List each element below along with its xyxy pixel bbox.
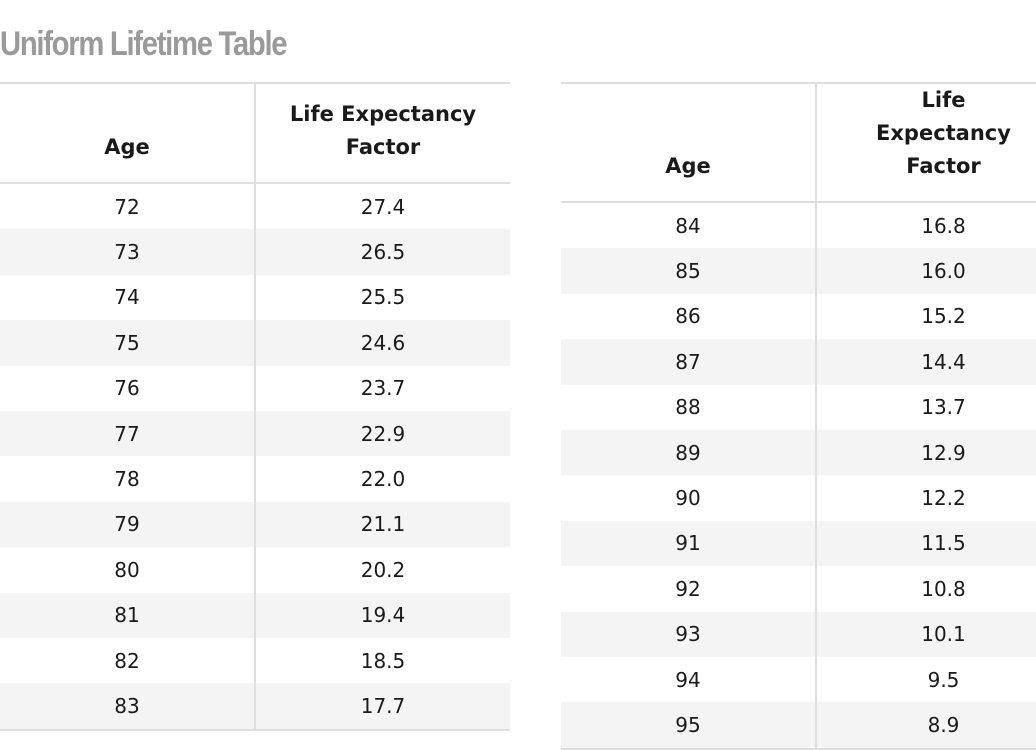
table-header-row: Age Life Expectancy Factor bbox=[561, 83, 1036, 203]
factor-header-line2: Factor bbox=[906, 154, 981, 178]
factor-cell: 10.8 bbox=[921, 576, 966, 601]
factor-column-header: Life Expectancy Factor bbox=[816, 83, 1036, 203]
lifetime-table-right: Age Life Expectancy Factor 84 16.8 85 16.0 86… bbox=[561, 82, 1036, 750]
table-row: 74 25.5 bbox=[0, 274, 510, 321]
age-cell: 86 bbox=[561, 293, 817, 340]
table-row: 75 24.6 bbox=[0, 320, 510, 366]
age-cell: 88 bbox=[561, 384, 817, 430]
age-cell: 89 bbox=[561, 429, 817, 476]
factor-cell: 20.2 bbox=[360, 557, 406, 582]
table-row: 78 22.0 bbox=[0, 456, 510, 502]
factor-cell: 17.7 bbox=[255, 683, 510, 730]
factor-cell: 22.0 bbox=[360, 467, 406, 492]
age-cell: 85 bbox=[561, 248, 817, 294]
age-cell: 82 bbox=[0, 637, 256, 684]
factor-cell: 19.4 bbox=[255, 592, 510, 638]
table-row: 90 12.2 bbox=[561, 475, 1036, 521]
factor-header-line1: Life Expectancy bbox=[876, 88, 1011, 145]
factor-cell: 21.1 bbox=[255, 501, 510, 548]
table-row: 81 19.4 bbox=[0, 592, 510, 638]
table-body-right: 84 16.8 85 16.0 86 15.2 87 14.4 88 13.7 89 12.9 90 12… bbox=[561, 202, 1036, 749]
age-cell: 92 bbox=[561, 566, 817, 612]
factor-cell: 25.5 bbox=[360, 285, 406, 310]
table-row: 94 9.5 bbox=[561, 656, 1036, 703]
page-title: Uniform Lifetime Table bbox=[0, 25, 288, 63]
age-cell: 93 bbox=[561, 611, 817, 657]
factor-cell: 9.5 bbox=[927, 667, 960, 692]
age-cell: 78 bbox=[0, 456, 256, 502]
factor-cell: 16.0 bbox=[816, 248, 1036, 294]
factor-cell: 18.5 bbox=[360, 648, 406, 673]
age-cell: 79 bbox=[0, 501, 256, 548]
table-row: 87 14.4 bbox=[561, 339, 1036, 385]
factor-cell: 8.9 bbox=[816, 702, 1036, 749]
age-cell: 94 bbox=[561, 656, 817, 703]
age-header-label: Age bbox=[665, 154, 711, 178]
age-cell: 91 bbox=[561, 520, 817, 567]
factor-header-line2: Factor bbox=[345, 135, 421, 159]
lifetime-table-left: Age Life Expectancy Factor 72 27.4 73 26.5 74… bbox=[0, 82, 510, 731]
table-row: 93 10.1 bbox=[561, 611, 1036, 657]
factor-cell: 10.1 bbox=[816, 611, 1036, 657]
age-cell: 90 bbox=[561, 475, 817, 521]
factor-cell: 27.4 bbox=[360, 194, 406, 219]
table-row: 80 20.2 bbox=[0, 547, 510, 593]
table-row: 85 16.0 bbox=[561, 248, 1036, 294]
table-row: 73 26.5 bbox=[0, 229, 510, 275]
factor-cell: 12.9 bbox=[816, 429, 1036, 476]
table-row: 72 27.4 bbox=[0, 183, 510, 230]
age-cell: 81 bbox=[0, 592, 256, 638]
table-row: 76 23.7 bbox=[0, 365, 510, 411]
factor-cell: 23.7 bbox=[360, 376, 406, 401]
age-cell: 87 bbox=[561, 339, 817, 385]
factor-cell: 13.7 bbox=[921, 395, 966, 420]
factor-cell: 14.4 bbox=[816, 339, 1036, 385]
age-header-label: Age bbox=[104, 135, 150, 159]
factor-column-header: Life Expectancy Factor bbox=[255, 83, 510, 184]
age-cell: 76 bbox=[0, 365, 256, 411]
age-cell: 83 bbox=[0, 683, 256, 730]
table-row: 83 17.7 bbox=[0, 683, 510, 730]
factor-cell: 11.5 bbox=[816, 520, 1036, 567]
table-row: 92 10.8 bbox=[561, 566, 1036, 612]
factor-header-line1: Life Expectancy bbox=[289, 102, 477, 126]
table-row: 77 22.9 bbox=[0, 410, 510, 457]
age-cell: 77 bbox=[0, 410, 256, 457]
table-row: 86 15.2 bbox=[561, 293, 1036, 340]
age-cell: 84 bbox=[561, 202, 817, 249]
table-row: 84 16.8 bbox=[561, 202, 1036, 249]
age-cell: 80 bbox=[0, 547, 256, 593]
table-row: 82 18.5 bbox=[0, 637, 510, 684]
table-row: 89 12.9 bbox=[561, 429, 1036, 476]
factor-cell: 24.6 bbox=[255, 320, 510, 366]
age-cell: 74 bbox=[0, 274, 256, 321]
factor-cell: 15.2 bbox=[921, 304, 966, 329]
table-header-row: Age Life Expectancy Factor bbox=[0, 83, 510, 184]
factor-cell: 12.2 bbox=[921, 486, 966, 511]
age-column-header: Age bbox=[561, 83, 817, 203]
table-row: 79 21.1 bbox=[0, 501, 510, 548]
age-column-header: Age bbox=[0, 83, 256, 184]
age-cell: 72 bbox=[0, 183, 256, 230]
age-cell: 73 bbox=[0, 229, 256, 275]
factor-cell: 26.5 bbox=[255, 229, 510, 275]
factor-cell: 22.9 bbox=[255, 410, 510, 457]
table-row: 88 13.7 bbox=[561, 384, 1036, 430]
table-row: 95 8.9 bbox=[561, 702, 1036, 749]
factor-cell: 16.8 bbox=[921, 213, 966, 238]
age-cell: 75 bbox=[0, 320, 256, 366]
table-row: 91 11.5 bbox=[561, 520, 1036, 567]
table-body-left: 72 27.4 73 26.5 74 25.5 75 24.6 76 23.7 77 22.9 78 22… bbox=[0, 183, 510, 730]
age-cell: 95 bbox=[561, 702, 817, 749]
